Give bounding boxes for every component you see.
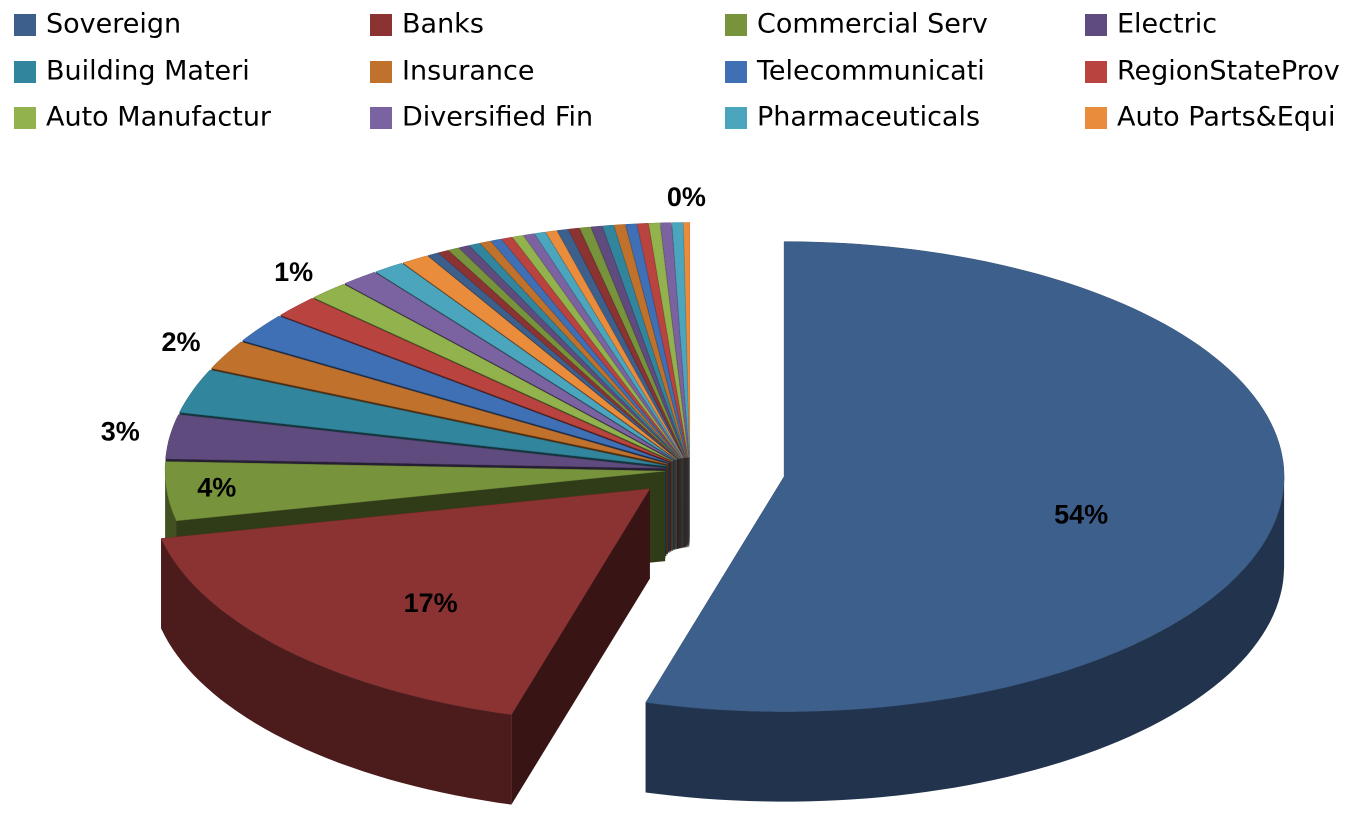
legend-swatch bbox=[725, 61, 747, 83]
data-label: 1% bbox=[274, 257, 313, 287]
slice-top bbox=[164, 461, 666, 522]
legend-label: Commercial Serv bbox=[757, 9, 988, 40]
legend-label: Telecommunicati bbox=[756, 56, 985, 87]
legend-label: Sovereign bbox=[46, 9, 181, 40]
legend-label: Building Materi bbox=[46, 56, 250, 87]
slice-top bbox=[501, 236, 682, 459]
slice-top bbox=[660, 222, 690, 458]
data-label: 17% bbox=[404, 588, 458, 618]
legend-swatch bbox=[14, 14, 36, 36]
slice-top bbox=[242, 315, 670, 464]
data-label: 2% bbox=[162, 327, 201, 357]
legend-label: Electric bbox=[1117, 9, 1217, 40]
slice bbox=[160, 488, 651, 805]
slice-top bbox=[683, 222, 691, 458]
slice-top bbox=[590, 225, 686, 458]
data-label: 54% bbox=[1054, 499, 1108, 529]
slice-top bbox=[447, 247, 679, 459]
legend-swatch bbox=[370, 107, 392, 129]
slice-top bbox=[375, 262, 676, 461]
legend-swatch bbox=[1085, 107, 1107, 129]
legend-swatch bbox=[370, 61, 392, 83]
data-label: 4% bbox=[197, 472, 236, 502]
slice-top bbox=[160, 488, 651, 715]
legend-swatch bbox=[725, 14, 747, 36]
slice-top bbox=[458, 245, 680, 459]
slice-top bbox=[636, 223, 688, 458]
slice-top bbox=[648, 222, 689, 458]
legend-label: RegionStateProv bbox=[1117, 56, 1340, 87]
slice-top bbox=[523, 233, 683, 459]
legend-swatch bbox=[14, 107, 36, 129]
slice-top bbox=[512, 235, 683, 459]
slice-top bbox=[567, 227, 685, 458]
slice-wall bbox=[161, 538, 512, 805]
legend-swatch bbox=[1085, 61, 1107, 83]
slice-top bbox=[579, 226, 686, 458]
slice-top bbox=[534, 231, 684, 459]
data-label: 3% bbox=[101, 417, 140, 447]
legend-swatch bbox=[1085, 14, 1107, 36]
data-label: 0% bbox=[667, 182, 706, 212]
slice-wall bbox=[645, 476, 1285, 802]
slice-top bbox=[179, 369, 667, 467]
slice-top bbox=[545, 230, 684, 459]
slice-top bbox=[312, 283, 673, 462]
slice-top bbox=[671, 222, 690, 458]
slice-top bbox=[645, 241, 1285, 712]
slice-top bbox=[479, 240, 681, 459]
slice-top bbox=[490, 238, 681, 459]
legend-label: Diversified Fin bbox=[402, 102, 593, 133]
legend-label: Banks bbox=[402, 9, 484, 40]
slice-top bbox=[556, 229, 685, 459]
legend-swatch bbox=[370, 14, 392, 36]
legend-label: Auto Manufactur bbox=[46, 102, 272, 133]
slice-top bbox=[280, 298, 672, 462]
legend-swatch bbox=[725, 107, 747, 129]
slice-top bbox=[437, 250, 679, 460]
slice-top bbox=[165, 414, 666, 469]
slice-top bbox=[402, 255, 678, 460]
slice-top bbox=[625, 223, 688, 458]
slice bbox=[645, 241, 1285, 802]
legend-label: Auto Parts&Equi bbox=[1117, 102, 1336, 133]
slice-top bbox=[211, 341, 668, 465]
slice-top bbox=[602, 224, 687, 458]
slice-top bbox=[344, 271, 675, 461]
slice-top bbox=[427, 252, 678, 460]
legend-swatch bbox=[14, 61, 36, 83]
legend-label: Insurance bbox=[402, 56, 534, 87]
legend-label: Pharmaceuticals bbox=[757, 102, 980, 133]
slice-top bbox=[468, 243, 680, 459]
slice-top bbox=[613, 224, 687, 458]
